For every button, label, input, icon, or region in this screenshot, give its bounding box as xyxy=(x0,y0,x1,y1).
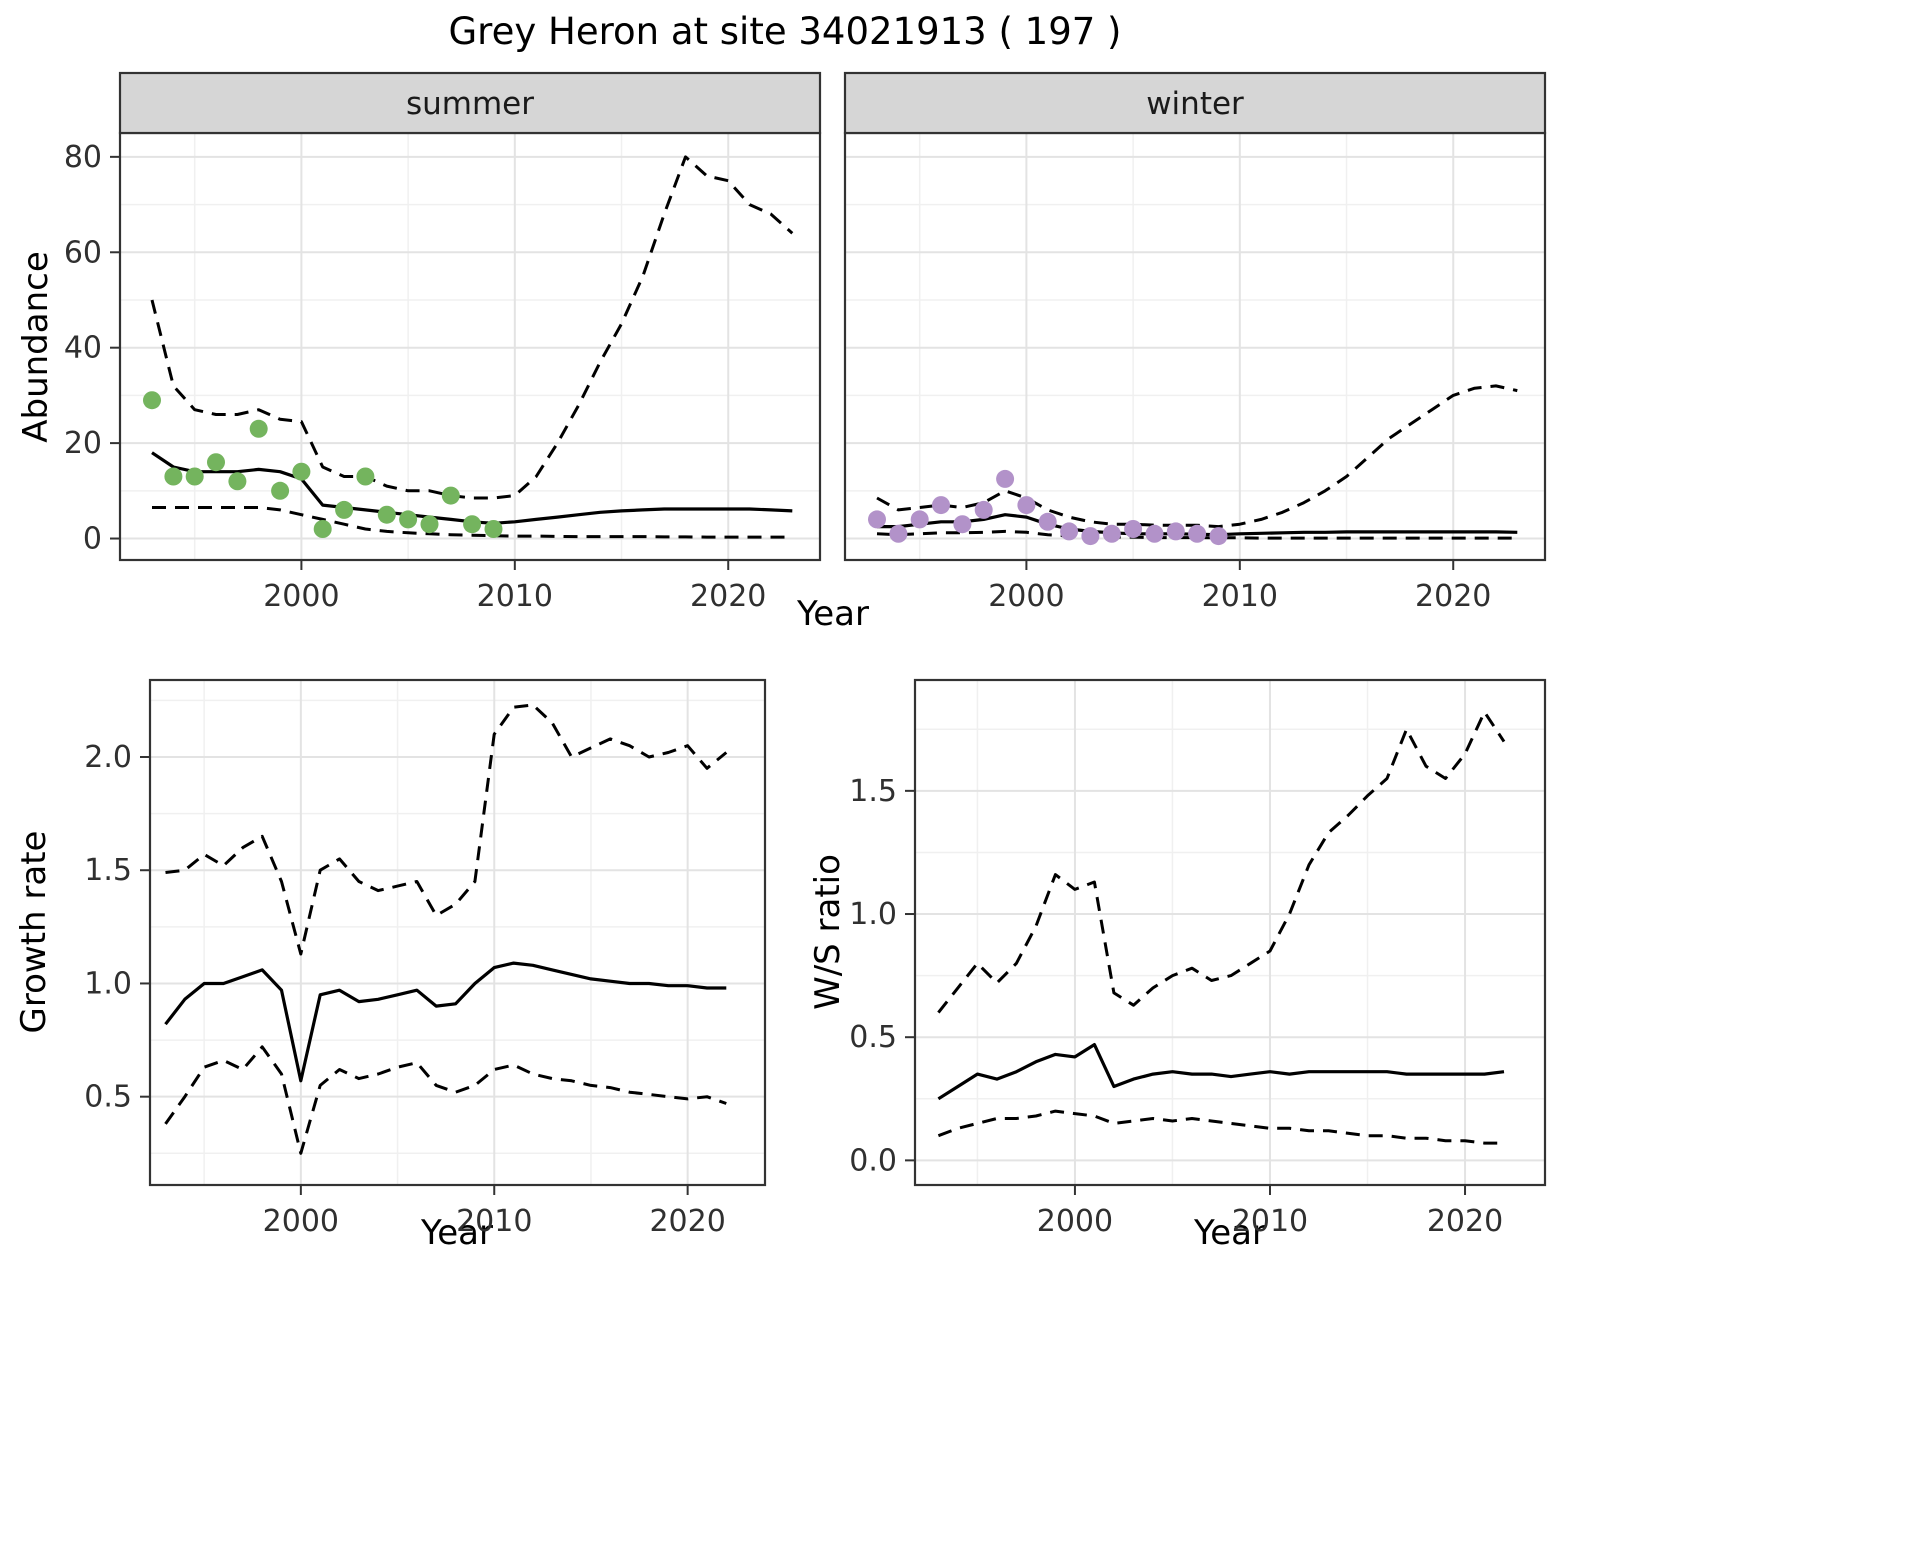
data-point xyxy=(207,453,225,472)
x-axis-label-ws-year: Year xyxy=(1194,1213,1266,1253)
data-point xyxy=(1166,522,1185,541)
data-point xyxy=(292,462,311,481)
y-tick-label: 0.0 xyxy=(849,1143,897,1178)
x-tick-label: 2000 xyxy=(263,1204,339,1239)
data-point xyxy=(996,469,1015,488)
panel-border xyxy=(148,678,767,1187)
y-tick-label: 1.5 xyxy=(84,853,132,888)
x-axis-label-growth-year: Year xyxy=(421,1213,493,1253)
data-point xyxy=(1188,524,1207,543)
series-ci-upper xyxy=(150,155,794,500)
y-tick-label: 60 xyxy=(64,235,102,270)
data-point xyxy=(441,486,460,505)
data-point xyxy=(1145,524,1164,543)
data-point xyxy=(910,510,929,529)
x-tick-label: 2020 xyxy=(1427,1204,1503,1239)
panel-border xyxy=(913,678,1547,1187)
x-tick-label: 2000 xyxy=(988,579,1064,614)
facet-strip xyxy=(843,71,1547,135)
data-point xyxy=(164,467,183,486)
y-tick-label: 1.0 xyxy=(84,966,132,1001)
y-tick-label: 0 xyxy=(83,522,102,557)
x-tick-label: 2010 xyxy=(1232,1204,1308,1239)
panel-background xyxy=(845,133,1545,560)
facet-strip-label: summer xyxy=(406,86,534,122)
series-ci-lower xyxy=(164,1045,727,1155)
series-ci-upper xyxy=(165,703,728,956)
x-axis-label-top-year: Year xyxy=(797,594,869,634)
y-tick-label: 20 xyxy=(64,426,102,461)
data-point xyxy=(974,500,993,519)
data-point xyxy=(1124,520,1143,538)
panel-ws-ratio: 2000 2010 2020 0.0 0.5 1.0 1.5 xyxy=(849,678,1547,1239)
data-point xyxy=(143,391,161,410)
data-point xyxy=(420,515,439,534)
data-point xyxy=(335,500,354,519)
panel-abundance-summer: 2000 2010 2020 0 20 40 60 80 summer xyxy=(64,71,822,614)
x-tick-label: 2000 xyxy=(1037,1204,1113,1239)
facet-strip-label: winter xyxy=(1146,86,1244,122)
x-tick-label: 2020 xyxy=(690,579,766,614)
y-tick-label: 80 xyxy=(64,140,102,175)
y-tick-label: 40 xyxy=(64,331,102,366)
data-point xyxy=(463,515,482,534)
panel-growth-rate: 2000 2010 2020 0.5 1.0 1.5 2.0 xyxy=(84,678,767,1239)
facet-strip xyxy=(118,71,822,135)
x-tick-label: 2010 xyxy=(1202,579,1278,614)
data-point xyxy=(228,472,247,491)
data-point xyxy=(377,505,396,524)
panel-abundance-winter: 2000 2010 2020 winter xyxy=(843,71,1547,614)
data-point xyxy=(932,496,950,515)
data-point xyxy=(868,510,886,529)
series-ci-lower xyxy=(937,1109,1504,1145)
data-point xyxy=(1060,522,1079,541)
data-point xyxy=(185,467,204,486)
data-point xyxy=(399,510,418,529)
data-point xyxy=(271,481,290,500)
panel-background xyxy=(915,680,1545,1185)
data-point xyxy=(1081,527,1100,546)
data-point xyxy=(1038,512,1057,531)
chart-title: Grey Heron at site 34021913 ( 197 ) xyxy=(448,10,1122,53)
x-tick-label: 2000 xyxy=(263,579,339,614)
data-point xyxy=(889,524,908,543)
x-tick-label: 2020 xyxy=(649,1204,725,1239)
x-tick-label: 2010 xyxy=(456,1204,532,1239)
data-point xyxy=(356,467,375,486)
y-tick-label: 1.0 xyxy=(849,897,897,932)
data-point xyxy=(953,515,972,534)
data-point xyxy=(1017,496,1036,515)
data-point xyxy=(1102,524,1121,543)
data-point xyxy=(1209,527,1228,546)
series-ci-lower xyxy=(152,506,793,539)
series-fit-median xyxy=(164,961,727,1083)
data-point xyxy=(484,520,503,538)
panel-background xyxy=(120,133,820,560)
y-tick-label: 0.5 xyxy=(84,1080,132,1115)
series-fit-median xyxy=(937,1043,1505,1101)
series-ci-lower xyxy=(876,529,1518,540)
data-point xyxy=(313,520,332,538)
x-tick-label: 2020 xyxy=(1415,579,1491,614)
data-point xyxy=(249,419,268,438)
y-tick-label: 0.5 xyxy=(849,1020,897,1055)
panel-background xyxy=(150,680,765,1185)
x-tick-label: 2010 xyxy=(477,579,553,614)
y-tick-label: 1.5 xyxy=(849,774,897,809)
y-tick-label: 2.0 xyxy=(84,740,132,775)
